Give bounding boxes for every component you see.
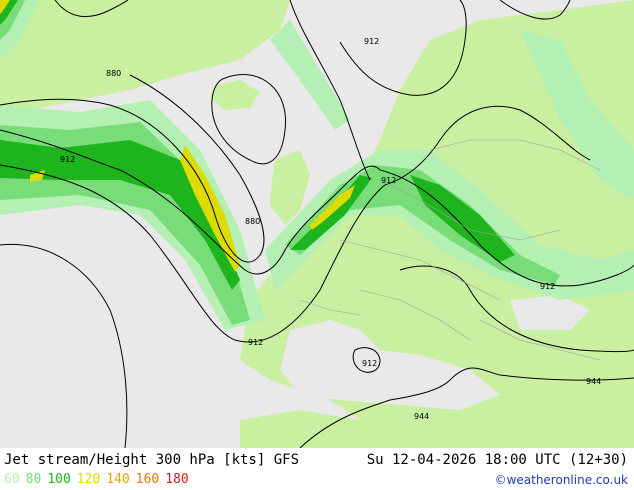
- contour-label: 912: [248, 338, 263, 347]
- land-north-africa: [240, 410, 500, 448]
- map-area: 912 880 912 880 912 912 912 912 944 944: [0, 0, 634, 448]
- contour-label: 944: [414, 412, 429, 421]
- legend-item-60: 60: [4, 472, 20, 487]
- valid-datetime: Su 12-04-2026 18:00 UTC (12+30): [366, 452, 628, 468]
- legend-item-100: 100: [47, 472, 71, 487]
- country-borders: [299, 139, 601, 361]
- map-footer: Jet stream/Height 300 hPa [kts] GFS Su 1…: [0, 448, 634, 490]
- contour-label-group: 912 880 912 880 912 912 912 912 944 944: [60, 37, 601, 421]
- contour-label: 880: [106, 69, 121, 78]
- contour-label: 880: [245, 217, 260, 226]
- legend-item-180: 180: [165, 472, 189, 487]
- credit-link[interactable]: ©weatheronline.co.uk: [494, 473, 628, 487]
- contour-label: 944: [586, 377, 601, 386]
- contour-label: 912: [362, 359, 377, 368]
- legend-item-160: 160: [135, 472, 160, 487]
- weather-map: 912 880 912 880 912 912 912 912 944 944: [0, 0, 634, 448]
- height-contours: [0, 0, 634, 448]
- contour-label: 912: [60, 155, 75, 164]
- map-title: Jet stream/Height 300 hPa [kts] GFS: [4, 452, 300, 468]
- contour-label: 912: [540, 282, 555, 291]
- contour-label: 912: [381, 176, 396, 185]
- speed-legend: 60 80 100 120 140 160 180: [4, 472, 195, 487]
- sea-black: [510, 295, 590, 330]
- land-iceland: [210, 80, 260, 110]
- legend-item-140: 140: [106, 472, 130, 487]
- contour-label: 912: [364, 37, 379, 46]
- legend-item-120: 120: [76, 472, 101, 487]
- land-britain: [270, 150, 310, 225]
- legend-item-80: 80: [25, 472, 42, 487]
- land-greenland: [0, 0, 290, 115]
- sea-mediterranean: [280, 320, 500, 410]
